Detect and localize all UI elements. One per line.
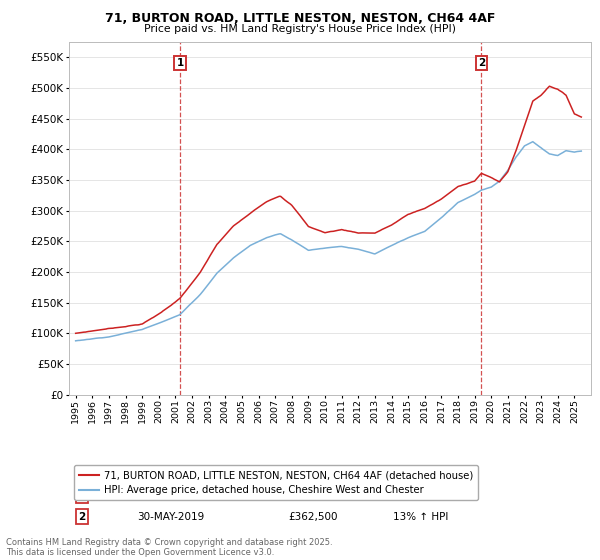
Text: 13% ↑ HPI: 13% ↑ HPI [392,511,448,521]
Text: 2: 2 [478,58,485,68]
Text: 2: 2 [79,511,86,521]
Text: Contains HM Land Registry data © Crown copyright and database right 2025.
This d: Contains HM Land Registry data © Crown c… [6,538,332,557]
Text: 1: 1 [176,58,184,68]
Text: 1: 1 [79,491,86,500]
Legend: 71, BURTON ROAD, LITTLE NESTON, NESTON, CH64 4AF (detached house), HPI: Average : 71, BURTON ROAD, LITTLE NESTON, NESTON, … [74,465,478,500]
Text: £362,500: £362,500 [288,511,338,521]
Text: £158,000: £158,000 [288,491,338,500]
Text: 30-MAY-2019: 30-MAY-2019 [137,511,204,521]
Text: Price paid vs. HM Land Registry's House Price Index (HPI): Price paid vs. HM Land Registry's House … [144,24,456,34]
Text: 71, BURTON ROAD, LITTLE NESTON, NESTON, CH64 4AF: 71, BURTON ROAD, LITTLE NESTON, NESTON, … [105,12,495,25]
Text: 16% ↑ HPI: 16% ↑ HPI [392,491,448,500]
Text: 12-APR-2001: 12-APR-2001 [137,491,204,500]
